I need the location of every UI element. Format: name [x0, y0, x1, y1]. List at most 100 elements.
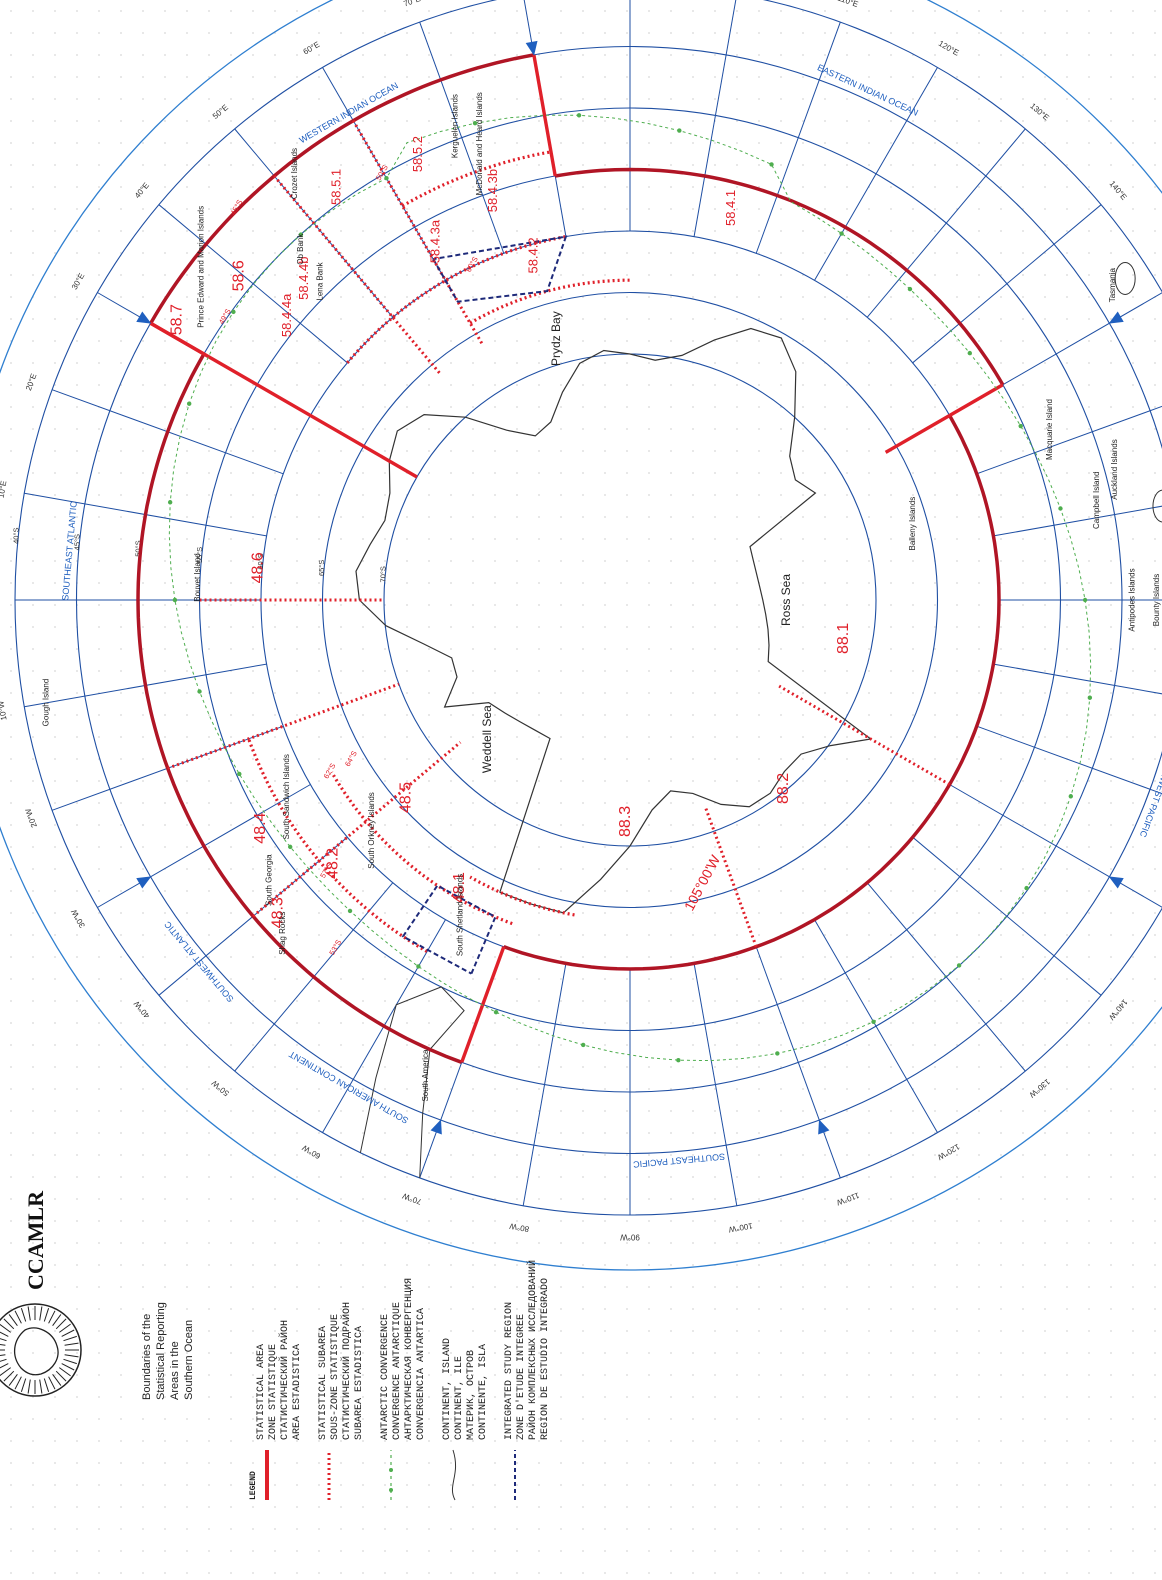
convergence-marker [676, 1058, 681, 1063]
place-label: Lena Bank [315, 261, 324, 300]
meridian [693, 963, 738, 1206]
area-label-48-5: 48.5 [398, 782, 415, 813]
area-label-58-7: 58.7 [168, 304, 185, 335]
convergence-marker [237, 771, 242, 777]
meridian-label: 90°W [620, 1233, 640, 1242]
meridian [912, 836, 1102, 996]
legend-subarea-line-2: SOUS-ZONE STATISTIQUE [330, 1314, 341, 1440]
meridian [755, 21, 841, 254]
parallel-label: 70°S [378, 566, 387, 582]
legend-subarea-line-1: STATISTICAL SUBAREA [318, 1326, 329, 1440]
legend-study-line-3: РАЙОН КОМПЛЕКСНЫХ ИССЛЕДОВАНИЙ [525, 1260, 539, 1440]
legend: LEGEND STATISTICAL AREA ZONE STATISTIQUE… [249, 1260, 551, 1501]
meridian [814, 67, 938, 281]
integrated-study-region [432, 235, 568, 303]
area-label-58-4-4b: 58.4.4b [296, 257, 311, 300]
area-label-48-4: 48.4 [252, 812, 269, 843]
area-label-58-5-1: 58.5.1 [329, 169, 344, 205]
meridian-label: 100°W [728, 1221, 754, 1234]
meridian [976, 405, 1162, 475]
area-boundary [948, 383, 1004, 417]
area-label-58-4-3b: 58.4.3b [485, 169, 500, 212]
region-arrow-icon [136, 311, 152, 324]
legend-continent-line-1: CONTINENT, ISLAND [442, 1338, 453, 1440]
meridian-label: 110°E [836, 0, 859, 9]
legend-swatch-continent [451, 1449, 457, 1501]
parallel-label: 40°S [11, 528, 20, 544]
area-label-48-2: 48.2 [324, 848, 341, 879]
area-label-58-4-2: 58.4.2 [526, 237, 541, 273]
place-label: Gough Island [42, 679, 51, 727]
meridian [993, 663, 1162, 695]
parallel-65s [321, 291, 939, 909]
region-arrow-icon [430, 1119, 442, 1135]
convergence-marker [1018, 423, 1023, 429]
meridian [866, 882, 1026, 1072]
area-label-88-2: 88.2 [775, 773, 792, 804]
area-boundary [884, 414, 951, 454]
area-label-88-3: 88.3 [617, 806, 634, 837]
place-label: Auckland Islands [1110, 439, 1119, 499]
subarea-boundary [469, 875, 575, 917]
ocean-ring-circle [0, 0, 1162, 1271]
meridian [814, 919, 938, 1133]
legend-subarea-line-3: СТАТИСТИЧЕСКИЙ ПОДРАЙОН [339, 1302, 353, 1440]
meridian [522, 963, 567, 1206]
subarea-boundary [401, 150, 552, 208]
subtitle-line-1: Boundaries of the [141, 1314, 153, 1400]
legend-study-line-4: REGION DE ESTUDIO INTEGRADO [540, 1278, 551, 1440]
place-label: South Sandwich Islands [282, 754, 291, 839]
area-label-58-6: 58.6 [231, 260, 248, 291]
region-arrow-icon [1108, 311, 1124, 324]
area-label-58-4-3a: 58.4.3a [427, 219, 442, 263]
convergence-marker [493, 1009, 499, 1015]
legend-subarea-line-4: SUBAREA ESTADISTICA [354, 1326, 365, 1440]
south-america-outline [359, 986, 465, 1178]
legend-continent-line-2: CONTINENT, ILE [454, 1356, 465, 1440]
legend-area-line-3: СТАТИСТИЧЕСКИЙ РАЙОН [277, 1320, 291, 1440]
subtitle-line-3: Areas in the [169, 1341, 181, 1400]
meridian [949, 784, 1162, 908]
meridian-label: 80°W [508, 1221, 529, 1233]
area-label-48-3: 48.3 [270, 897, 287, 928]
place-label: Prydz Bay [549, 311, 563, 366]
legend-convergence-line-1: ANTARCTIC CONVERGENCE [380, 1314, 391, 1440]
area-boundary [532, 54, 557, 177]
meridian [993, 505, 1162, 537]
convergence-marker [769, 162, 774, 167]
logo-text: CCAMLR [23, 1190, 48, 1290]
island-outline [1152, 489, 1162, 523]
parallel-label: 50°S [134, 540, 143, 556]
legend-area-line-2: ZONE STATISTIQUE [268, 1344, 279, 1440]
place-label: Antipodes Islands [1127, 568, 1136, 631]
place-label: Shag Rocks [278, 912, 287, 955]
meridian [912, 204, 1102, 364]
ccamlr-logo: CCAMLR [0, 1190, 82, 1397]
meridian-label: 10°W [0, 700, 9, 721]
parallel-label: 55°S [195, 547, 204, 563]
island-outline [1114, 261, 1136, 295]
region-arrow-icon [136, 876, 152, 889]
legend-panel: CCAMLR Boundaries of the Statistical Rep… [0, 1190, 551, 1501]
parallel-label: 60°S [256, 553, 265, 569]
subarea-boundary [330, 771, 513, 926]
place-label: Macquarie Island [1045, 399, 1054, 460]
place-label: Kerguelen Islands [451, 94, 460, 158]
place-label: South Georgia [264, 854, 273, 906]
place-label: Bouvet Island [193, 553, 202, 601]
place-label: Prince Edward and Marion Islands [197, 206, 206, 328]
subtitle-line-4: Southern Ocean [183, 1320, 195, 1400]
meridian [158, 204, 348, 364]
area-label-88-1: 88.1 [835, 623, 852, 654]
region-arrow-icon [1108, 876, 1124, 889]
place-label: Ob Bank [296, 233, 305, 265]
parallel-label: 45°S [73, 534, 82, 550]
place-label: South Shetland Islands [456, 874, 465, 956]
area-label-48-6: 48.6 [249, 552, 266, 583]
meridian-label: 70°E [402, 0, 421, 8]
antarctic-convergence-line [167, 113, 1093, 1063]
place-label: McDonald and Heard Islands [475, 92, 484, 195]
legend-convergence-line-2: CONVERGENCE ANTARCTIQUE [392, 1302, 403, 1440]
area-boundary [503, 414, 1001, 971]
